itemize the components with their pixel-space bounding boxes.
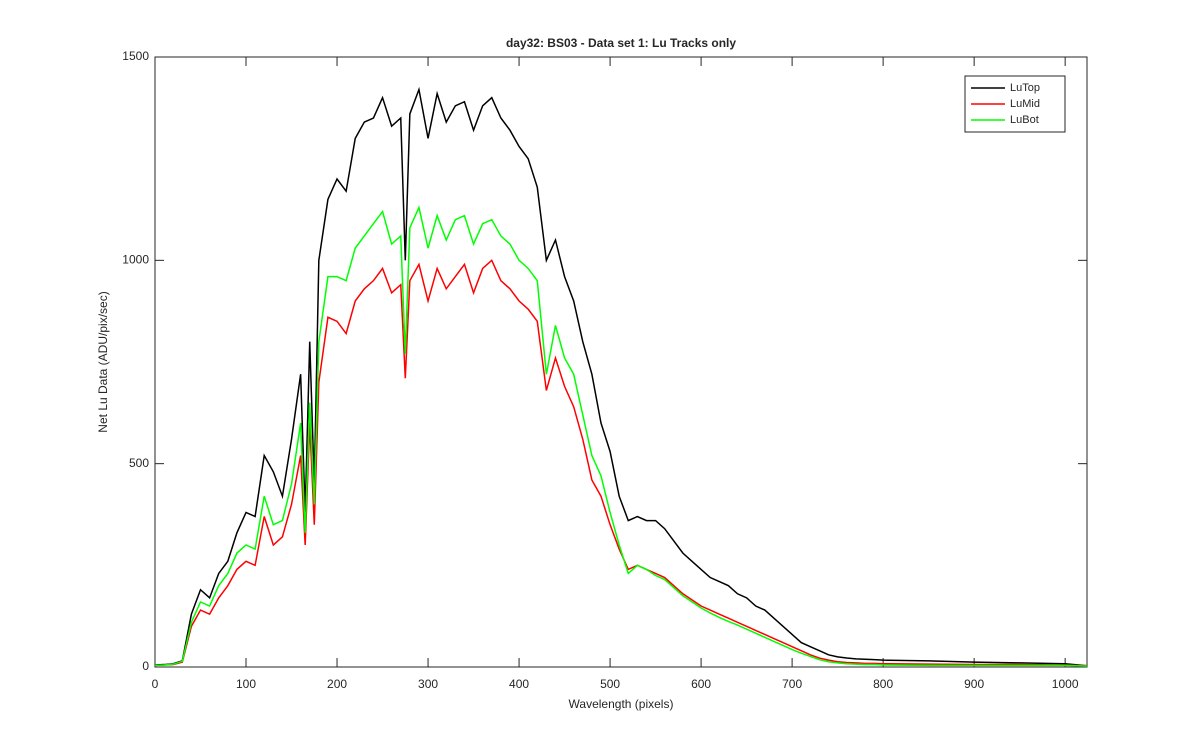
data-line [154, 86, 1088, 667]
x-tick-label: 300 [418, 677, 438, 691]
x-tick-label: 700 [782, 677, 802, 691]
x-tick-label: 800 [873, 677, 893, 691]
data-line [154, 205, 1088, 667]
x-tick-label: 100 [236, 677, 256, 691]
x-tick-label: 600 [691, 677, 711, 691]
x-tick-label: 400 [509, 677, 529, 691]
x-tick-label: 900 [964, 677, 984, 691]
y-tick-label: 0 [142, 659, 149, 673]
x-axis-label: Wavelength (pixels) [569, 697, 674, 711]
x-tick-label: 500 [600, 677, 620, 691]
x-tick-label: 200 [327, 677, 347, 691]
legend-label: LuTop [1010, 82, 1040, 94]
plot-frame [154, 56, 1088, 668]
y-axis-label: Net Lu Data (ADU/pix/sec) [96, 291, 110, 432]
x-tick-label: 0 [152, 677, 159, 691]
legend-label: LuMid [1010, 98, 1040, 110]
legend-label: LuBot [1010, 114, 1039, 126]
y-tick-label: 1000 [122, 253, 149, 267]
y-tick-label: 500 [129, 456, 149, 470]
y-tick-label: 1500 [122, 49, 149, 63]
chart-title: day32: BS03 - Data set 1: Lu Tracks only [506, 36, 736, 50]
data-line [154, 259, 1088, 667]
x-tick-label: 1000 [1052, 677, 1079, 691]
